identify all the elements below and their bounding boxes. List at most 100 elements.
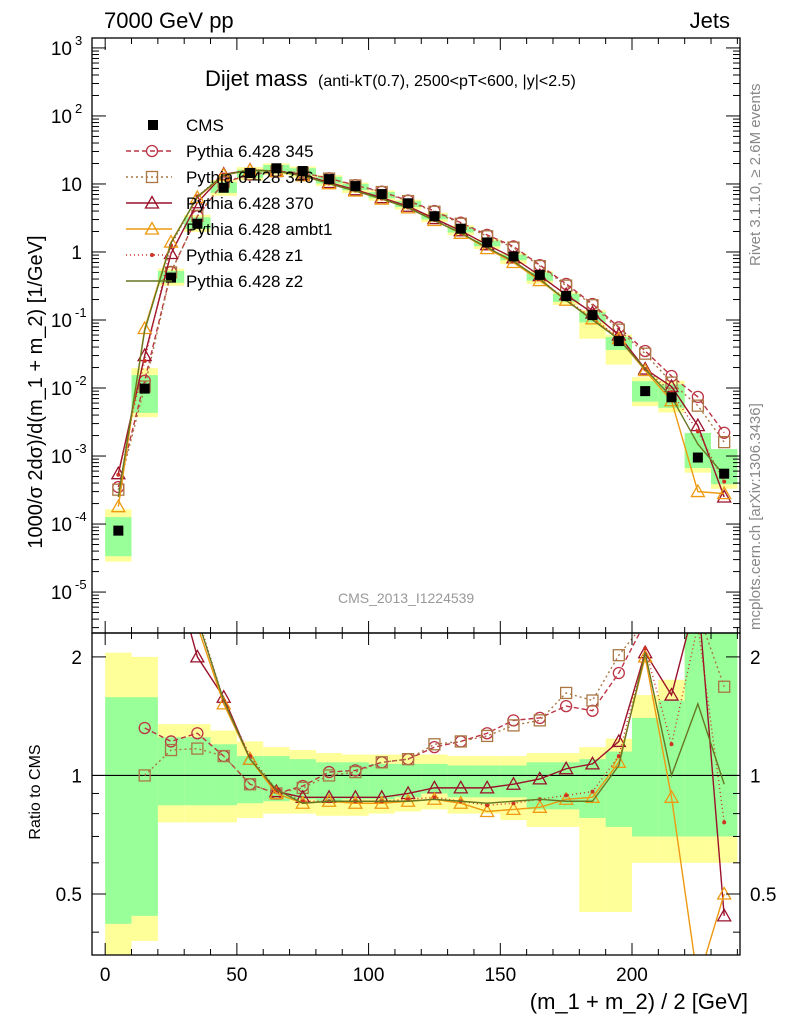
ratio-band-inner bbox=[342, 762, 369, 800]
series-marker bbox=[716, 485, 732, 500]
series-marker bbox=[691, 390, 705, 404]
series-ratio-marker bbox=[716, 886, 732, 900]
header-left: 7000 GeV pp bbox=[104, 8, 234, 33]
ratio-band-inner bbox=[500, 765, 527, 798]
cms-data-point bbox=[534, 269, 545, 280]
series-marker bbox=[722, 479, 727, 484]
series-ratio-marker bbox=[268, 785, 285, 800]
cms-data-point bbox=[245, 167, 256, 178]
series-ratio-marker bbox=[406, 797, 411, 802]
series-ratio-marker bbox=[564, 793, 569, 798]
series-ratio-marker bbox=[505, 776, 522, 790]
ratio-tick-label-right: 2 bbox=[750, 648, 761, 669]
legend-label: Pythia 6.428 z2 bbox=[186, 272, 303, 291]
series-ratio-marker bbox=[321, 793, 337, 807]
y-tick-label: 1 bbox=[71, 243, 82, 264]
series-ratio-marker bbox=[718, 680, 731, 693]
cms-data-point bbox=[218, 182, 229, 193]
cms-data-point bbox=[587, 310, 598, 321]
series-ratio-marker bbox=[479, 803, 495, 818]
series-ratio-marker bbox=[216, 696, 232, 710]
legend-label: Pythia 6.428 ambt1 bbox=[186, 220, 332, 239]
series-marker bbox=[479, 240, 495, 255]
ratio-band-inner bbox=[289, 759, 316, 800]
x-tick-label: 50 bbox=[226, 965, 247, 986]
y-tick-exponent: -4 bbox=[75, 509, 87, 524]
mcplots-label: mcplots.cern.ch [arXiv:1306.3436] bbox=[747, 403, 764, 630]
series-ratio-marker bbox=[349, 765, 362, 779]
series-ratio-marker bbox=[533, 714, 546, 727]
series-ratio-marker bbox=[164, 743, 178, 757]
legend-label: Pythia 6.428 345 bbox=[186, 142, 314, 161]
y-tick-label: 10 bbox=[51, 107, 72, 128]
cms-data-point bbox=[508, 251, 519, 262]
y-tick-exponent: -1 bbox=[75, 305, 87, 320]
cms-data-point bbox=[719, 468, 730, 479]
series-marker bbox=[690, 483, 706, 498]
y-tick-exponent: 3 bbox=[75, 33, 82, 48]
series-ratio-marker bbox=[138, 721, 151, 735]
series-marker bbox=[716, 489, 732, 503]
series-ratio-marker bbox=[663, 687, 680, 701]
legend-marker-cms bbox=[148, 120, 158, 130]
cms-data-point bbox=[561, 291, 572, 302]
y-tick-exponent: 2 bbox=[75, 101, 82, 116]
legend-label: Pythia 6.428 z1 bbox=[186, 246, 303, 265]
series-ratio-marker bbox=[616, 754, 621, 759]
series-marker bbox=[639, 344, 652, 358]
series-ratio-marker bbox=[669, 742, 674, 747]
series-ratio-marker bbox=[532, 799, 548, 813]
rivet-version-label: Rivet 3.1.10, ≥ 2.6M events bbox=[747, 83, 764, 267]
series-ratio-marker bbox=[191, 742, 204, 755]
series-marker bbox=[695, 429, 700, 434]
cms-data-point bbox=[166, 272, 177, 283]
series-marker bbox=[718, 435, 731, 449]
series-ratio-marker bbox=[453, 780, 469, 794]
series-ratio-marker bbox=[586, 694, 599, 707]
ratio-series-group bbox=[138, 633, 732, 955]
cms-data-point bbox=[429, 211, 440, 222]
series-marker bbox=[691, 399, 705, 412]
series-ratio-marker bbox=[505, 801, 522, 816]
ratio-band-inner bbox=[184, 737, 211, 806]
series-ratio-marker bbox=[558, 760, 574, 775]
series-ratio-marker bbox=[296, 781, 309, 795]
ratio-band-inner bbox=[368, 763, 395, 800]
cms-data-point bbox=[350, 181, 361, 192]
series-ratio-marker bbox=[590, 789, 595, 794]
cms-data-point bbox=[139, 383, 150, 394]
cms-data-point bbox=[666, 392, 677, 403]
y-tick-label: 10 bbox=[61, 175, 82, 196]
series-marker bbox=[505, 254, 522, 269]
series-ratio-marker bbox=[722, 820, 727, 825]
y-tick-exponent: -5 bbox=[75, 577, 87, 592]
series-ratio-marker bbox=[428, 740, 441, 754]
y-axis-label: 1000/σ 2dσ)/d(m_1 + m_2) [1/GeV] bbox=[25, 235, 47, 548]
y-tick-label: 10 bbox=[51, 447, 72, 468]
series-ratio-marker bbox=[637, 649, 653, 663]
series-ratio-marker bbox=[453, 795, 469, 809]
legend: CMS Pythia 6.428 345 Pythia 6.428 346 Pythi… bbox=[126, 116, 332, 291]
series-ratio-marker bbox=[428, 738, 441, 751]
series-marker bbox=[142, 358, 147, 363]
ratio-y-axis-label: Ratio to CMS bbox=[27, 744, 44, 839]
cms-data-point bbox=[297, 166, 308, 177]
series-marker bbox=[718, 426, 731, 439]
y-tick-exponent: -2 bbox=[75, 373, 87, 388]
series-ratio-marker bbox=[612, 649, 625, 662]
series-ratio-marker bbox=[663, 789, 680, 803]
ratio-band-inner bbox=[394, 763, 422, 798]
cms-data-layer bbox=[113, 163, 730, 536]
analysis-watermark: CMS_2013_I1224539 bbox=[338, 590, 475, 606]
series-marker bbox=[189, 189, 205, 204]
series-marker bbox=[639, 347, 652, 360]
cms-data-point bbox=[692, 452, 703, 463]
y-tick-label: 10 bbox=[51, 311, 72, 332]
x-tick-label: 0 bbox=[100, 965, 111, 986]
series-ratio-marker bbox=[532, 771, 548, 785]
series-ratio-marker bbox=[401, 753, 415, 766]
series-ratio-marker bbox=[454, 735, 467, 748]
series-line-ratio bbox=[201, 633, 725, 804]
cms-data-point bbox=[192, 218, 203, 229]
